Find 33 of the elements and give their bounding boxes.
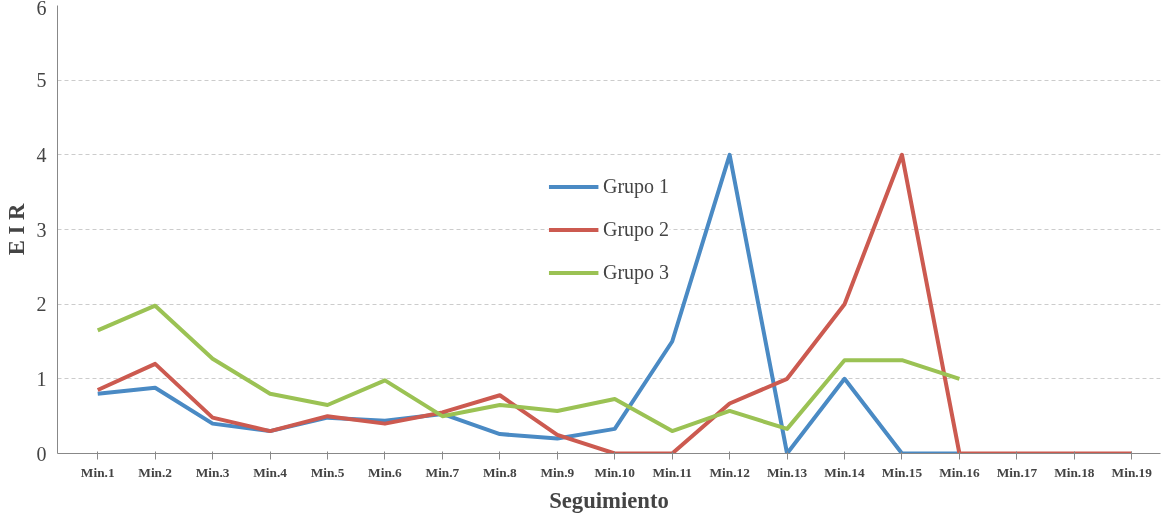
x-tick-label: Min.11 — [652, 464, 693, 480]
legend-label: Grupo 3 — [602, 260, 670, 284]
legend-label: Grupo 1 — [602, 174, 670, 198]
x-tick-label: Min.4 — [253, 464, 288, 480]
x-tick-label: Min.10 — [594, 464, 636, 480]
y-tick-label: 4 — [36, 143, 47, 166]
line-series — [95, 152, 1134, 454]
x-tick-label: Min.17 — [996, 464, 1038, 480]
x-tick-label: Min.15 — [881, 464, 923, 480]
x-tick-label: Min.7 — [425, 464, 460, 480]
legend-label: Grupo 2 — [602, 217, 670, 241]
x-tick-label: Min.12 — [709, 464, 751, 480]
x-tick-label: Min.3 — [195, 464, 230, 480]
x-tick-label: Min.19 — [1111, 464, 1153, 480]
x-tick-label: Min.8 — [483, 464, 518, 480]
x-axis-title: Seguimiento — [549, 487, 669, 513]
x-tick-label: Min.5 — [310, 464, 345, 480]
x-tick-label: Min.6 — [368, 464, 403, 480]
y-tick-label: 5 — [36, 69, 47, 92]
x-tick-label: Min.16 — [939, 464, 980, 480]
y-tick-label: 1 — [36, 367, 47, 390]
y-tick-label: 0 — [36, 442, 47, 465]
x-tick-label: Min.18 — [1054, 464, 1095, 480]
x-tick-label: Min.9 — [540, 464, 575, 480]
y-tick-label: 2 — [36, 293, 47, 316]
x-tick-label: Min.14 — [824, 464, 866, 480]
x-tick-label: Min.2 — [138, 464, 173, 480]
x-tick-label: Min.13 — [766, 464, 808, 480]
y-axis-title: E I R — [3, 203, 29, 256]
y-tick-label: 6 — [36, 0, 47, 19]
line-series — [95, 303, 962, 434]
x-tick-label: Min.1 — [80, 464, 115, 480]
y-tick-label: 3 — [36, 218, 47, 241]
